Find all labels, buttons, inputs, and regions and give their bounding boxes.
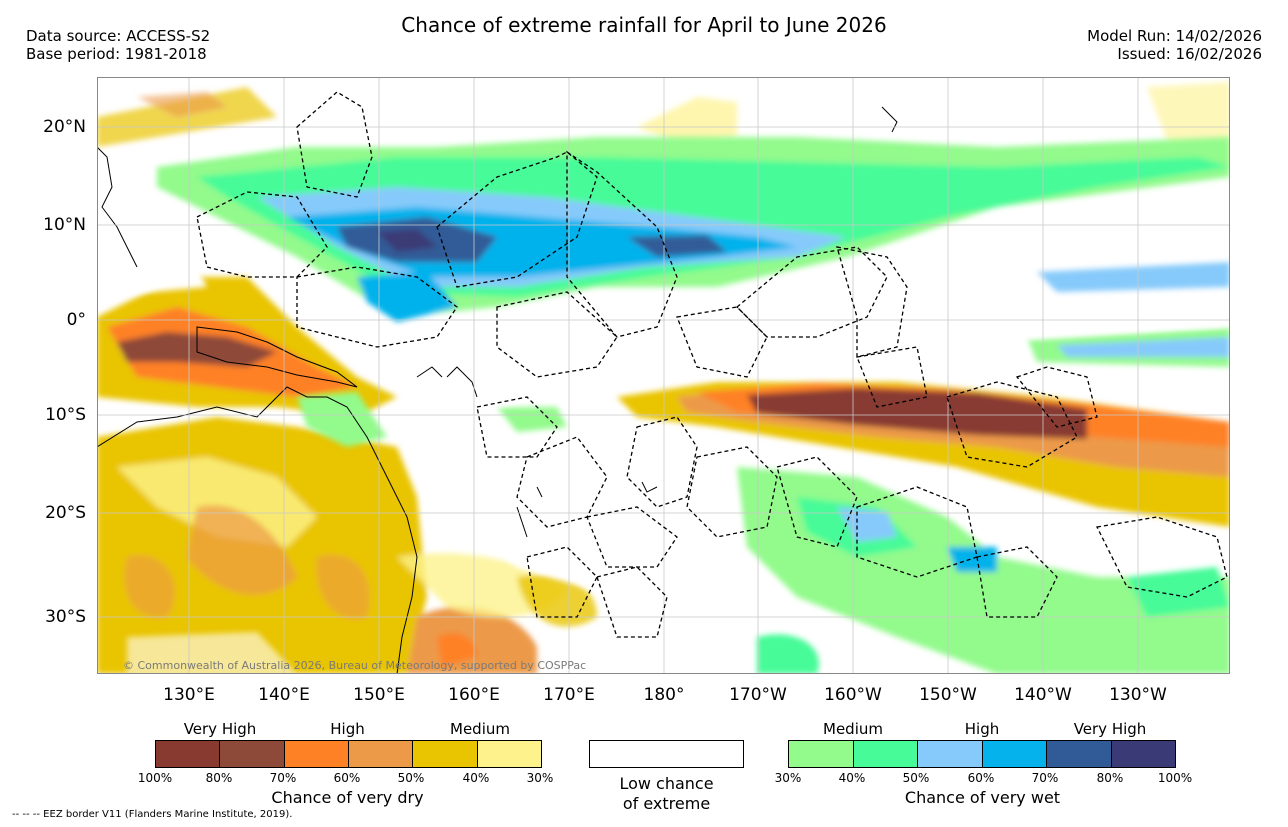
wet-shading: [157, 137, 1230, 674]
lat-label-30s: 30°S: [45, 607, 86, 627]
lat-label-20n: 20°N: [43, 117, 86, 137]
coastlines: [97, 106, 898, 674]
lon-label-150w: 150°W: [919, 685, 977, 705]
dry-swatch: [156, 741, 221, 767]
wet-heading-very-high: Very High: [1073, 720, 1147, 738]
dry-swatch: [284, 741, 349, 767]
dry-tick: 70%: [269, 771, 297, 785]
eez-note: -- -- -- EEZ border V11 (Flanders Marine…: [12, 809, 293, 820]
dry-tick: 60%: [333, 771, 361, 785]
dry-tick: 30%: [526, 771, 554, 785]
lon-label-170w: 170°W: [729, 685, 787, 705]
lat-label-10s: 10°S: [45, 405, 86, 425]
rainfall-map: [97, 77, 1230, 674]
dry-swatch: [477, 741, 541, 767]
wet-tick: 70%: [1031, 771, 1059, 785]
dry-caption: Chance of very dry: [271, 788, 424, 807]
lon-label-130e: 130°E: [163, 685, 215, 705]
wet-swatch: [853, 741, 918, 767]
dry-heading-very-high: Very High: [183, 720, 257, 738]
lon-label-160w: 160°W: [824, 685, 882, 705]
lon-label-160e: 160°E: [448, 685, 500, 705]
wet-tick: 40%: [838, 771, 866, 785]
issued-date: Issued: 16/02/2026: [1117, 45, 1262, 63]
lon-label-140w: 140°W: [1014, 685, 1072, 705]
wet-tick: 50%: [902, 771, 930, 785]
dry-tick: 100%: [137, 771, 173, 785]
lon-label-180: 180°: [643, 685, 685, 705]
low-chance-caption: Low chance of extreme: [589, 774, 744, 814]
wet-tick: 30%: [774, 771, 802, 785]
wet-heading-high: High: [964, 720, 1000, 738]
wet-tick: 80%: [1096, 771, 1124, 785]
dry-shading: [97, 82, 1230, 674]
wet-colorbar: [788, 740, 1176, 768]
wet-caption: Chance of very wet: [904, 788, 1061, 807]
data-source: Data source: ACCESS-S2: [26, 27, 211, 45]
dry-swatch: [220, 741, 285, 767]
wet-tick: 60%: [967, 771, 995, 785]
copyright-note: © Commonwealth of Australia 2026, Bureau…: [123, 659, 587, 672]
dry-tick: 50%: [397, 771, 425, 785]
lat-label-20s: 20°S: [45, 503, 86, 523]
dry-swatch: [348, 741, 414, 767]
model-run: Model Run: 14/02/2026: [1087, 27, 1262, 45]
eez-borders: [196, 91, 1228, 638]
wet-swatch: [1111, 741, 1175, 767]
low-chance-line2: of extreme: [622, 794, 711, 813]
dry-tick: 40%: [462, 771, 490, 785]
gridlines: [97, 77, 1230, 674]
low-chance-swatch: [589, 740, 744, 768]
map-title: Chance of extreme rainfall for April to …: [401, 13, 887, 37]
dry-heading-high: High: [330, 720, 365, 738]
wet-heading-medium: Medium: [823, 720, 883, 738]
dry-tick: 80%: [205, 771, 233, 785]
lat-label-0: 0°: [66, 310, 86, 330]
low-chance-areas: [97, 247, 1230, 674]
wet-swatch: [982, 741, 1047, 767]
dry-colorbar: [155, 740, 542, 768]
lon-label-140e: 140°E: [258, 685, 310, 705]
lon-label-130w: 130°W: [1109, 685, 1167, 705]
low-chance-line1: Low chance: [619, 774, 714, 793]
model-run-info: Model Run: 14/02/2026 Issued: 16/02/2026: [1087, 27, 1262, 63]
wet-tick: 100%: [1157, 771, 1193, 785]
wet-swatch: [918, 741, 983, 767]
dry-swatch: [413, 741, 478, 767]
dry-heading-medium: Medium: [450, 720, 510, 738]
wet-swatch: [789, 741, 854, 767]
lon-label-170e: 170°E: [543, 685, 595, 705]
wet-swatch: [1047, 741, 1112, 767]
base-period: Base period: 1981-2018: [26, 45, 207, 63]
lon-label-150e: 150°E: [353, 685, 405, 705]
lat-label-10n: 10°N: [43, 215, 86, 235]
data-source-info: Data source: ACCESS-S2 Base period: 1981…: [26, 27, 210, 63]
